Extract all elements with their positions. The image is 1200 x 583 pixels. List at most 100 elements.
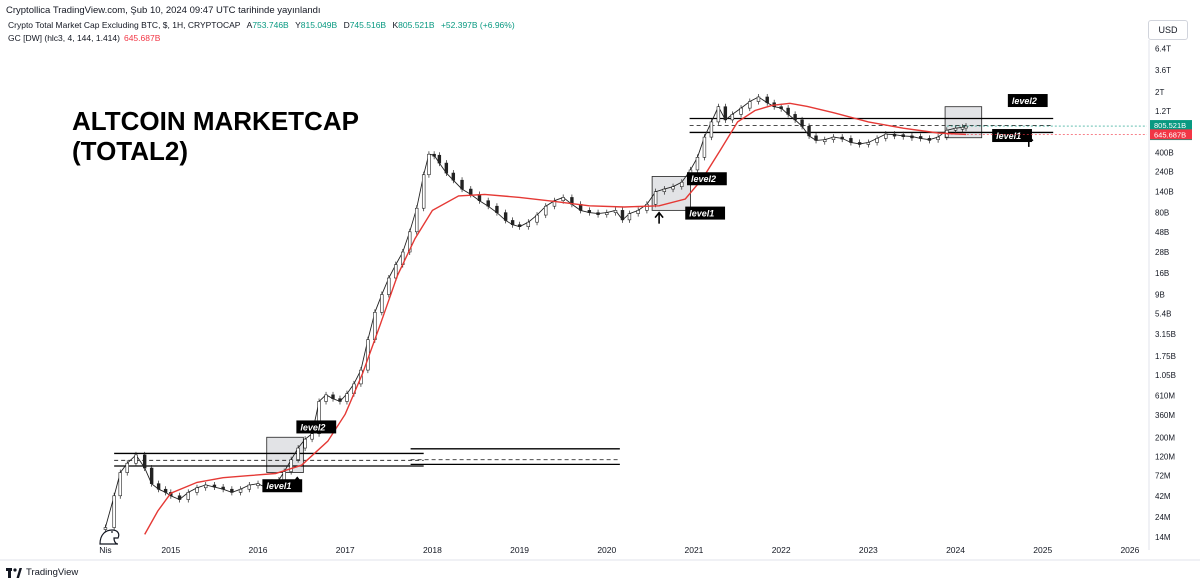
candle [695,157,700,171]
y-tick-label: 9B [1155,291,1165,300]
low-value: 745.516B [349,20,387,30]
footer-brand: TradingView [26,567,79,578]
candle [620,210,625,221]
candle [756,96,761,102]
candle [437,154,442,164]
x-tick-label: 2024 [946,545,965,555]
up-arrow-icon [654,211,664,224]
y-tick-label: 3.6T [1155,66,1171,75]
candle [256,483,260,486]
close-label: K [392,20,399,30]
candle [310,433,314,440]
level-label-text: level1 [996,131,1021,141]
candle [331,394,335,399]
x-tick-label: 2017 [336,545,355,555]
y-tick-label: 5.4B [1155,310,1171,319]
candle [823,139,827,142]
y-tick-label: 3.15B [1155,330,1176,339]
candle [421,174,426,209]
candle [134,454,138,464]
candle [303,438,307,449]
x-tick-label: 2023 [859,545,878,555]
candle [503,212,508,221]
price-series [103,93,968,533]
y-tick-label: 610M [1155,391,1175,400]
candle [840,136,844,140]
candle [517,224,522,228]
y-tick-label: 42M [1155,492,1171,501]
x-tick-label: 2020 [597,545,616,555]
y-tick-label: 360M [1155,411,1175,420]
candle [561,197,565,202]
x-tick-label: 2018 [423,545,442,555]
candle [849,138,853,143]
level-label-bg [1007,94,1048,108]
level-label: level2 [296,420,337,434]
candle [960,126,965,130]
level-label: level1 [262,479,303,493]
candle [460,179,464,190]
level-label-bg [992,129,1032,143]
low-label: D [343,20,350,30]
y-tick-label: 400B [1155,148,1174,157]
candle [486,200,490,207]
candle [544,205,548,216]
x-tick-label: 2015 [161,545,180,555]
y-tick-label: 24M [1155,513,1171,522]
candle [103,527,108,530]
candle [247,484,252,490]
indicator-name[interactable]: GC [DW] (hlc3, 4, 144, 1.414) [8,33,120,43]
candle [212,484,217,488]
y-tick-label: 80B [1155,209,1169,218]
footer: TradingView [6,567,78,578]
high-label: Y [295,20,301,30]
candle [596,212,600,215]
candle [793,114,797,121]
y-tick-label: 2T [1155,88,1164,97]
level-label: level2 [1007,94,1048,108]
open-label: A [246,20,253,30]
candle [709,121,714,138]
indicator-value: 645.687B [123,33,161,43]
price-badge-value: 805.521B [1154,121,1186,130]
candle [345,393,349,402]
candle [156,483,161,490]
chart-legend: Crypto Total Market Cap Excluding BTC, $… [8,19,515,45]
candle [936,136,940,140]
candle [163,488,168,493]
candle [415,207,419,233]
candle [786,107,790,115]
y-tick-label: 28B [1155,248,1169,257]
candle [142,454,147,469]
candle [317,401,321,434]
level-label-text: level2 [1012,96,1037,106]
currency-button[interactable]: USD [1148,20,1188,40]
candle [831,136,836,140]
candle [282,471,286,481]
level-label-text: level2 [300,422,325,432]
candle [149,467,154,484]
candle [723,106,728,121]
y-tick-label: 16B [1155,269,1169,278]
y-tick-label: 200M [1155,433,1175,442]
publisher-line: Cryptollica TradingView.com, Şub 10, 202… [6,5,321,16]
candle [662,188,667,192]
candle [901,134,905,137]
x-tick-label: 2021 [685,545,704,555]
ohlc-row: Crypto Total Market Cap Excluding BTC, $… [8,19,515,32]
candle [296,447,300,460]
level-label-bg [686,172,727,186]
candle [230,488,234,493]
candle [186,492,190,500]
x-tick-label: 2022 [772,545,791,555]
candle [195,487,199,493]
candle [892,133,897,137]
candle [380,294,384,313]
candle [636,210,640,214]
candle [451,172,456,181]
y-tick-label: 140B [1155,188,1174,197]
x-tick-label: 2019 [510,545,529,555]
candle [964,125,968,129]
candle [535,214,539,223]
